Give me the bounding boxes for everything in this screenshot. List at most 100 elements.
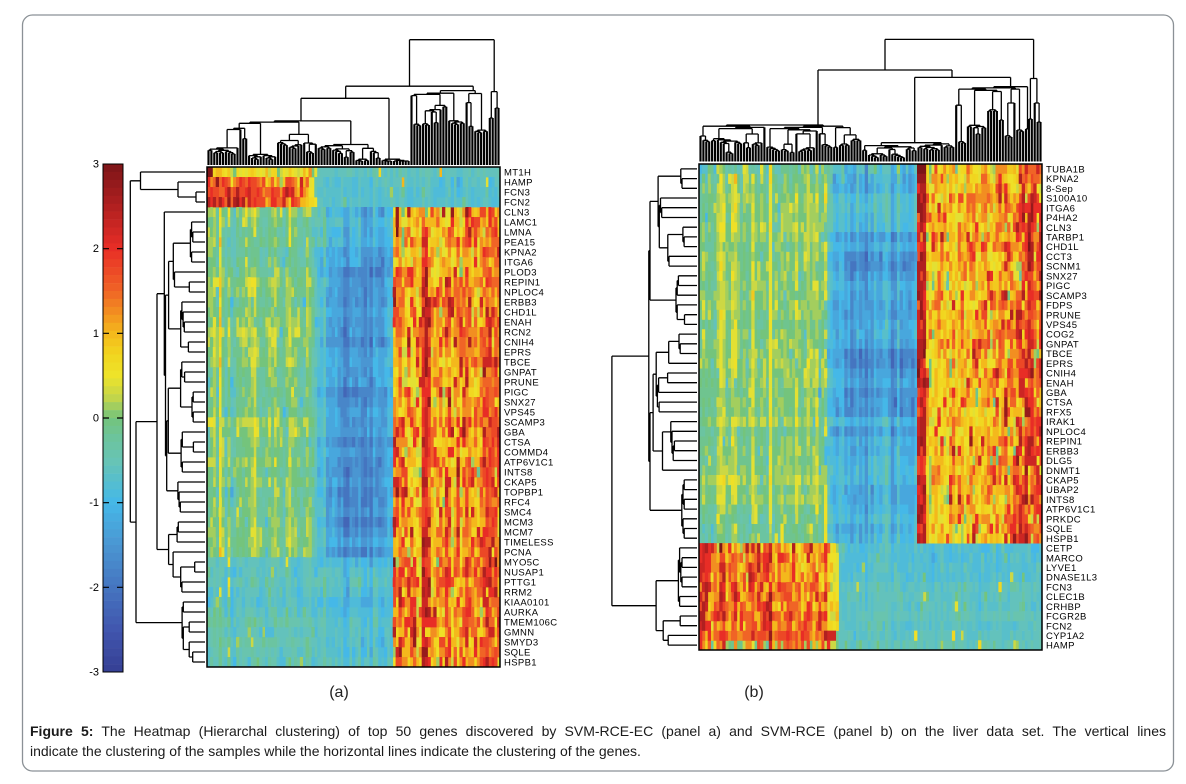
svg-text:MYO5C: MYO5C (504, 558, 540, 569)
svg-text:CNIH4: CNIH4 (1046, 369, 1076, 380)
svg-text:CRHBP: CRHBP (1046, 602, 1081, 613)
svg-text:SMYD3: SMYD3 (504, 638, 538, 649)
svg-text:LYVE1: LYVE1 (1046, 563, 1077, 574)
svg-text:SNX27: SNX27 (504, 398, 536, 409)
svg-text:GNPAT: GNPAT (1046, 339, 1079, 350)
svg-text:HSPB1: HSPB1 (504, 658, 537, 669)
svg-text:PTTG1: PTTG1 (504, 578, 536, 589)
svg-text:TBCE: TBCE (504, 358, 531, 369)
svg-text:CLN3: CLN3 (504, 208, 530, 219)
svg-text:SQLE: SQLE (1046, 524, 1073, 535)
svg-text:8-Sep: 8-Sep (1046, 184, 1073, 195)
svg-text:PRKDC: PRKDC (1046, 514, 1081, 525)
svg-text:TOPBP1: TOPBP1 (504, 488, 543, 499)
svg-text:LMNA: LMNA (504, 228, 532, 239)
svg-text:INTS8: INTS8 (1046, 495, 1075, 506)
svg-text:CKAP5: CKAP5 (1046, 476, 1079, 487)
svg-text:COMMD4: COMMD4 (504, 448, 548, 459)
svg-text:GBA: GBA (504, 428, 525, 439)
svg-text:NPLOC4: NPLOC4 (1046, 427, 1086, 438)
svg-text:CETP: CETP (1046, 544, 1073, 555)
svg-text:PRUNE: PRUNE (1046, 310, 1081, 321)
svg-text:2: 2 (93, 243, 99, 255)
svg-text:EPRS: EPRS (504, 348, 531, 359)
svg-text:VPS45: VPS45 (504, 408, 535, 419)
svg-text:DNMT1: DNMT1 (1046, 466, 1080, 477)
svg-text:HSPB1: HSPB1 (1046, 534, 1079, 545)
svg-text:CNIH4: CNIH4 (504, 338, 534, 349)
svg-text:ENAH: ENAH (504, 318, 532, 329)
svg-text:ERBB3: ERBB3 (504, 298, 537, 309)
svg-text:REPIN1: REPIN1 (1046, 437, 1082, 448)
svg-text:RCN2: RCN2 (504, 328, 531, 339)
svg-text:CHD1L: CHD1L (1046, 242, 1079, 253)
svg-text:MT1H: MT1H (504, 168, 531, 179)
svg-text:HAMP: HAMP (504, 178, 533, 189)
svg-text:KPNA2: KPNA2 (1046, 174, 1079, 185)
svg-text:GMNN: GMNN (504, 628, 534, 639)
svg-text:GNPAT: GNPAT (504, 368, 537, 379)
svg-text:MCM3: MCM3 (504, 518, 533, 529)
svg-text:-2: -2 (89, 582, 99, 594)
svg-text:PIGC: PIGC (1046, 281, 1071, 292)
svg-text:HAMP: HAMP (1046, 641, 1075, 652)
svg-text:TIMELESS: TIMELESS (504, 538, 554, 549)
svg-text:CKAP5: CKAP5 (504, 478, 537, 489)
svg-text:TUBA1B: TUBA1B (1046, 165, 1085, 176)
svg-text:CTSA: CTSA (504, 438, 531, 449)
svg-text:PIGC: PIGC (504, 388, 529, 399)
svg-text:DNASE1L3: DNASE1L3 (1046, 573, 1097, 584)
svg-text:CLN3: CLN3 (1046, 223, 1072, 234)
svg-text:KIAA0101: KIAA0101 (504, 598, 550, 609)
svg-text:ATP6V1C1: ATP6V1C1 (504, 458, 554, 469)
svg-text:PLOD3: PLOD3 (504, 268, 537, 279)
svg-text:CYP1A2: CYP1A2 (1046, 631, 1085, 642)
svg-text:0: 0 (93, 413, 99, 425)
svg-text:PCNA: PCNA (504, 548, 532, 559)
svg-text:FDPS: FDPS (1046, 301, 1073, 312)
svg-text:PRUNE: PRUNE (504, 378, 539, 389)
svg-text:SNX27: SNX27 (1046, 271, 1078, 282)
svg-text:MCM7: MCM7 (504, 528, 533, 539)
svg-text:CCT3: CCT3 (1046, 252, 1072, 263)
svg-text:TARBP1: TARBP1 (1046, 233, 1084, 244)
svg-text:FCGR2B: FCGR2B (1046, 612, 1087, 623)
svg-text:CTSA: CTSA (1046, 398, 1073, 409)
svg-text:VPS45: VPS45 (1046, 320, 1077, 331)
svg-text:ITGA6: ITGA6 (1046, 203, 1075, 214)
svg-text:NUSAP1: NUSAP1 (504, 568, 544, 579)
svg-text:KPNA2: KPNA2 (504, 248, 537, 259)
svg-text:TMEM106C: TMEM106C (504, 618, 557, 629)
svg-text:ENAH: ENAH (1046, 378, 1074, 389)
svg-text:LAMC1: LAMC1 (504, 218, 537, 229)
svg-text:REPIN1: REPIN1 (504, 278, 540, 289)
svg-text:(a): (a) (329, 684, 349, 701)
svg-text:NPLOC4: NPLOC4 (504, 288, 544, 299)
svg-text:-3: -3 (89, 667, 99, 679)
svg-text:(b): (b) (744, 684, 764, 701)
svg-text:TBCE: TBCE (1046, 349, 1073, 360)
svg-text:AURKA: AURKA (504, 608, 539, 619)
svg-text:SCNM1: SCNM1 (1046, 262, 1081, 273)
svg-text:RFX5: RFX5 (1046, 408, 1072, 419)
svg-text:S100A10: S100A10 (1046, 194, 1088, 205)
svg-text:SMC4: SMC4 (504, 508, 532, 519)
svg-text:ITGA6: ITGA6 (504, 258, 533, 269)
svg-text:FCN3: FCN3 (504, 188, 530, 199)
svg-text:FCN2: FCN2 (504, 198, 530, 209)
svg-text:FCN3: FCN3 (1046, 582, 1072, 593)
svg-text:SQLE: SQLE (504, 648, 531, 659)
svg-text:PEA15: PEA15 (504, 238, 535, 249)
svg-text:3: 3 (93, 159, 99, 171)
svg-text:IRAK1: IRAK1 (1046, 417, 1075, 428)
svg-text:P4HA2: P4HA2 (1046, 213, 1078, 224)
svg-text:RFC4: RFC4 (504, 498, 530, 509)
svg-text:CHD1L: CHD1L (504, 308, 537, 319)
svg-text:RRM2: RRM2 (504, 588, 532, 599)
svg-text:1: 1 (93, 328, 99, 340)
svg-text:SCAMP3: SCAMP3 (504, 418, 545, 429)
svg-text:FCN2: FCN2 (1046, 621, 1072, 632)
svg-text:ATP6V1C1: ATP6V1C1 (1046, 505, 1096, 516)
svg-text:INTS8: INTS8 (504, 468, 533, 479)
svg-text:GBA: GBA (1046, 388, 1067, 399)
